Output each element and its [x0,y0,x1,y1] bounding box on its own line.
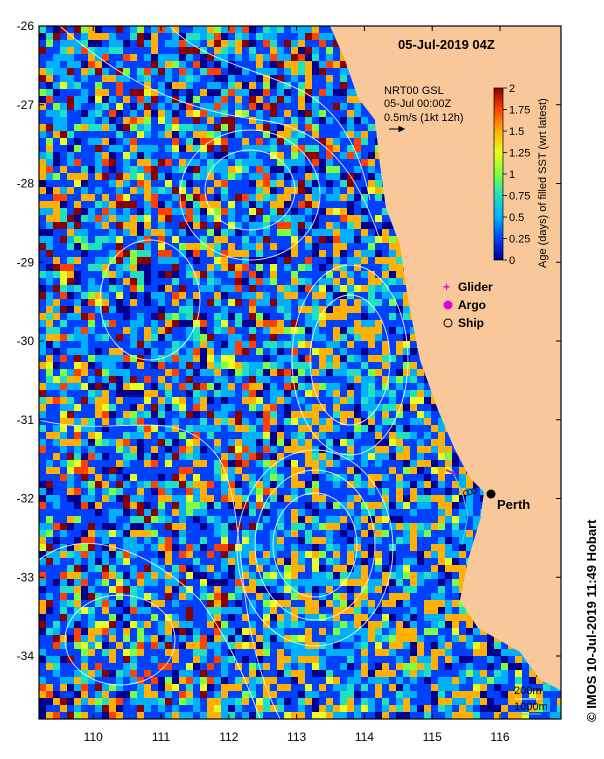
lon-tick-label: 113 [287,730,306,744]
colorbar-tick-label: 2 [509,83,515,95]
depth-legend: 200m 1000m [514,685,548,715]
axis-ticks [39,25,561,719]
lat-tick-label: -28 [17,177,35,191]
ssh-contours [39,26,409,719]
longitude-tick-labels: 110 111 112 113 114 115 116 [84,730,510,744]
lat-tick-label: -27 [17,98,35,112]
map-frame [38,25,562,720]
glider-track [445,469,457,475]
platform-legend: + Glider Argo Ship [443,280,493,330]
map-title: 05-Jul-2019 04Z [398,37,495,52]
colorbar-tick-label: 0.75 [509,191,530,203]
colorbar-tick-label: 0.25 [509,234,530,246]
legend-argo-label: Argo [458,298,486,312]
lat-tick-label: -32 [17,492,35,506]
lon-tick-label: 111 [152,730,171,744]
colorbar-tick-label: 1.25 [509,148,530,160]
lat-tick-label: -26 [17,19,35,33]
lon-tick-label: 116 [490,730,509,744]
colorbar-tick-label: 1.75 [509,105,530,117]
lon-tick-label: 112 [219,730,238,744]
city-label-perth: Perth [497,497,530,512]
vector-scale-arrow [389,125,406,133]
colorbar-tick-label: 1 [509,169,515,181]
isobath-200m [439,439,469,546]
perth-marker [486,489,496,499]
colorbar-tick-label: 0.5 [509,212,524,224]
colorbar-ticks: 0 0.25 0.5 0.75 1 1.25 1.5 1.75 2 [503,83,530,267]
depth-legend-200m: 200m [514,685,542,697]
ship-markers [463,488,477,496]
argo-legend-icon [443,300,453,310]
product-name: NRT00 GSL [384,85,444,97]
ship-legend-icon [443,318,453,328]
colorbar-title: Age (days) of filled SST (wrt latest) [537,98,549,268]
lat-tick-label: -30 [17,334,35,348]
colorbar [493,87,504,261]
lon-tick-label: 110 [84,730,103,744]
lat-tick-label: -29 [17,255,35,269]
lat-tick-label: -31 [17,413,35,427]
lat-tick-label: -34 [17,649,35,663]
lat-tick-label: -33 [17,570,35,584]
vector-scale-label: 0.5m/s (1kt 12h) [384,112,463,124]
credit-text: © IMOS 10-Jul-2019 11:49 Hobart [584,519,599,722]
colorbar-tick-label: 0 [509,255,515,267]
product-date: 05-Jul 00:00Z [384,98,452,110]
map-panel [39,26,561,719]
latitude-tick-labels: -26 -27 -28 -29 -30 -31 -32 -33 -34 [17,19,35,663]
depth-legend-1000m: 1000m [514,701,548,713]
legend-glider-label: Glider [458,280,493,294]
glider-legend-icon: + [443,280,450,294]
lon-tick-label: 114 [355,730,374,744]
legend-ship-label: Ship [458,316,484,330]
colorbar-tick-label: 1.5 [509,126,524,138]
lon-tick-label: 115 [423,730,442,744]
